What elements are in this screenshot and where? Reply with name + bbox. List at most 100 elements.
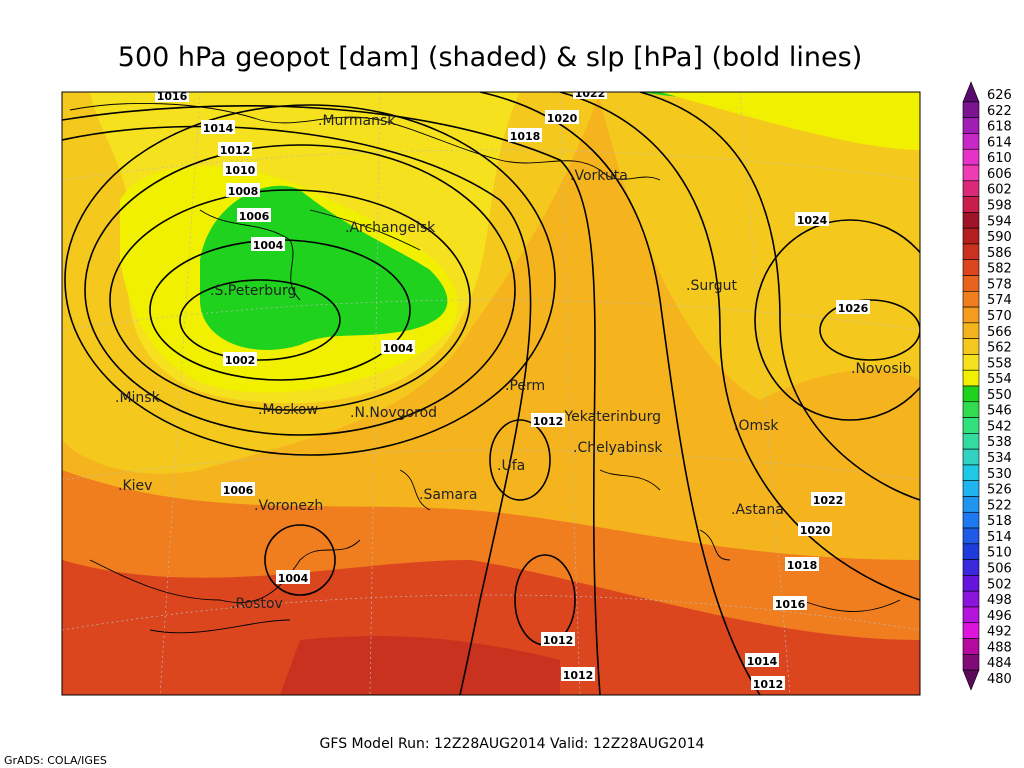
city-label: .Moskow — [258, 402, 318, 418]
colorbar-swatch — [962, 164, 980, 182]
colorbar-label: 542 — [987, 419, 1012, 434]
city-labels: .Murmansk .Archangelsk .Vorkuta .Surgut .Nov… — [115, 113, 912, 612]
city-label: .Chelyabinsk — [573, 440, 663, 456]
isobar-label-box — [545, 110, 579, 124]
isobar-label-box — [751, 676, 785, 690]
isobar-label: 1018 — [510, 130, 541, 143]
isobar-label-box — [773, 596, 807, 610]
isobar-label-box — [795, 212, 829, 226]
colorbar-swatch — [962, 369, 980, 387]
city-label: .Omsk — [734, 418, 779, 434]
model-run-footer: GFS Model Run: 12Z28AUG2014 Valid: 12Z28… — [320, 736, 705, 752]
isobar-label-box — [237, 208, 271, 222]
shade-554-north — [660, 92, 920, 150]
colorbar-swatch — [962, 117, 980, 134]
isobar-label-box — [573, 92, 607, 99]
colorbar-swatch — [962, 243, 980, 261]
city-label: .Samara — [419, 487, 477, 503]
colorbar-swatch — [962, 433, 980, 450]
colorbar-label: 506 — [987, 562, 1012, 577]
isobar-labels: 1016 1014 1012 1010 1008 1006 1004 1002 1004 1006… — [155, 87, 870, 691]
colorbar-label: 578 — [987, 277, 1012, 292]
city-label: .Archangelsk — [345, 220, 436, 236]
isobar-label-box — [155, 92, 189, 102]
isobar-label: 1016 — [157, 90, 188, 103]
city-label: .Rostov — [231, 596, 283, 612]
city-label: .Surgut — [686, 278, 737, 294]
isobar-label: 1006 — [239, 210, 270, 223]
colorbar-swatch — [962, 559, 980, 576]
city-label: .Astana — [731, 502, 784, 518]
isobar-label-box — [531, 413, 565, 427]
isobar-label-box — [276, 570, 310, 584]
graticule — [62, 92, 920, 695]
colorbar-label: 586 — [987, 246, 1012, 261]
isobar-label: 1020 — [547, 112, 578, 125]
isobar-label: 1014 — [203, 122, 234, 135]
colorbar-label: 562 — [987, 341, 1012, 356]
colorbar-swatch — [962, 401, 980, 418]
colorbar-label: 502 — [987, 577, 1012, 592]
colorbar-label: 498 — [987, 593, 1012, 608]
isobar-label: 1022 — [575, 87, 606, 100]
isobar-label-box — [223, 162, 257, 176]
colorbar-label: 488 — [987, 640, 1012, 655]
colorbar-swatch — [962, 306, 980, 324]
isobar-label-box — [561, 667, 595, 681]
colorbar-label: 530 — [987, 467, 1012, 482]
colorbar-label: 526 — [987, 483, 1012, 498]
colorbar-label: 554 — [987, 372, 1012, 387]
isobar-label: 1010 — [225, 164, 256, 177]
isobar-label-box — [223, 352, 257, 366]
isobar-label: 1012 — [563, 669, 594, 682]
isobar-label-box — [798, 522, 832, 536]
colorbar-swatch — [962, 417, 980, 434]
colorbar-swatch — [962, 180, 980, 197]
colorbar-swatch — [962, 196, 980, 213]
city-label: .Kiev — [118, 478, 152, 494]
colorbar-swatch — [962, 638, 980, 655]
shade-550 — [200, 185, 448, 350]
colorbar-swatch — [962, 496, 980, 513]
colorbar-label: 510 — [987, 546, 1012, 561]
credit: GrADS: COLA/IGES — [4, 754, 107, 767]
colorbar-swatch — [962, 322, 980, 339]
colorbar-swatch — [962, 354, 980, 371]
colorbar-swatch — [962, 290, 980, 308]
colorbar-label: 496 — [987, 609, 1012, 624]
colorbar-label: 550 — [987, 388, 1012, 403]
isobar-label: 1016 — [775, 598, 806, 611]
isobar-label-box — [836, 300, 870, 314]
colorbar-swatch — [962, 338, 980, 355]
colorbar-swatch — [962, 654, 980, 671]
isobar-label: 1026 — [838, 302, 869, 315]
colorbar-label: 514 — [987, 530, 1012, 545]
isobar-label: 1004 — [278, 572, 309, 585]
isobar-label: 1012 — [753, 678, 784, 691]
map-frame — [61, 91, 921, 696]
city-label: .Yekaterinburg — [560, 409, 661, 425]
colorbar-swatch — [962, 575, 980, 592]
colorbar-label: 594 — [987, 214, 1012, 229]
colorbar-label: 534 — [987, 451, 1012, 466]
colorbar-swatch — [962, 101, 980, 118]
isobars — [62, 92, 920, 695]
city-label: .Voronezh — [254, 498, 323, 514]
colorbar-label: 484 — [987, 656, 1012, 671]
map-title: 500 hPa geopot [dam] (shaded) & slp [hPa… — [118, 42, 862, 73]
isobar-label-box — [785, 557, 819, 571]
colorbar-label: 574 — [987, 293, 1012, 308]
isobar-label-box — [221, 482, 255, 496]
colorbar-swatch — [962, 464, 980, 482]
city-label: .N.Novgorod — [350, 405, 437, 421]
colorbar-label: 538 — [987, 435, 1012, 450]
colorbar-swatch — [962, 133, 980, 150]
colorbar-label: 522 — [987, 498, 1012, 513]
colorbar-swatch — [962, 227, 980, 245]
isobar-label: 1004 — [383, 342, 414, 355]
isobar-label: 1012 — [220, 144, 251, 157]
colorbar-swatch — [962, 212, 980, 229]
isobar-label-box — [251, 237, 285, 251]
coastlines — [69, 102, 901, 634]
